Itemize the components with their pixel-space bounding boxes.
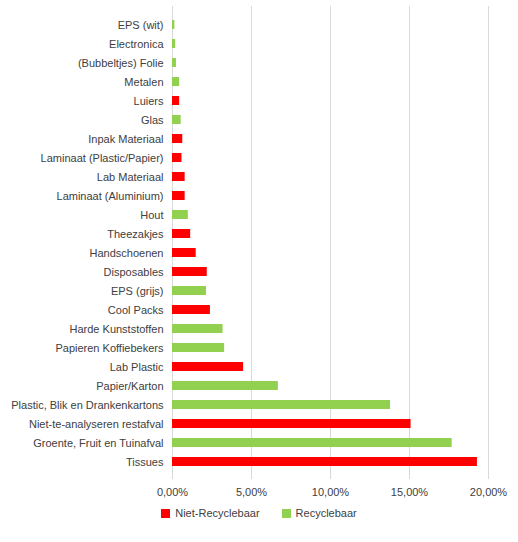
svg-text:0,00%: 0,00% — [157, 486, 188, 498]
svg-text:(Bubbeltjes) Folie: (Bubbeltjes) Folie — [78, 57, 164, 69]
svg-text:Niet-te-analyseren restafval: Niet-te-analyseren restafval — [29, 418, 164, 430]
html-text:Recyclebaar: Recyclebaar — [295, 507, 357, 519]
svg-text:Electronica: Electronica — [109, 38, 164, 50]
svg-text:Metalen: Metalen — [124, 76, 163, 88]
svg-text:Lab Plastic: Lab Plastic — [110, 361, 164, 373]
svg-text:Papieren Koffiebekers: Papieren Koffiebekers — [55, 342, 164, 354]
svg-text:EPS (grijs): EPS (grijs) — [111, 285, 164, 297]
svg-text:Laminaat (Plastic/Papier): Laminaat (Plastic/Papier) — [41, 152, 164, 164]
svg-text:Lab Materiaal: Lab Materiaal — [97, 171, 164, 183]
svg-text:Papier/Karton: Papier/Karton — [96, 380, 163, 392]
svg-text:Groente, Fruit en Tuinafval: Groente, Fruit en Tuinafval — [33, 437, 163, 449]
svg-text:Cool Packs: Cool Packs — [108, 304, 164, 316]
svg-text:5,00%: 5,00% — [236, 486, 267, 498]
svg-text:Disposables: Disposables — [104, 266, 164, 278]
svg-text:EPS (wit): EPS (wit) — [118, 19, 164, 31]
svg-text:Glas: Glas — [141, 114, 164, 126]
svg-text:15,00%: 15,00% — [391, 486, 429, 498]
svg-text:10,00%: 10,00% — [312, 486, 350, 498]
svg-text:Luiers: Luiers — [134, 95, 164, 107]
svg-text:Plastic, Blik en Drankenkarton: Plastic, Blik en Drankenkartons — [11, 399, 164, 411]
svg-text:Harde Kunststoffen: Harde Kunststoffen — [70, 323, 164, 335]
html-text:Niet-Recyclebaar: Niet-Recyclebaar — [175, 507, 260, 519]
svg-text:Laminaat (Aluminium): Laminaat (Aluminium) — [57, 190, 164, 202]
svg-text:Theezakjes: Theezakjes — [107, 228, 164, 240]
svg-text:Tissues: Tissues — [126, 456, 164, 468]
svg-text:20,00%: 20,00% — [470, 486, 508, 498]
svg-text:Inpak Materiaal: Inpak Materiaal — [88, 133, 163, 145]
svg-text:Handschoenen: Handschoenen — [89, 247, 163, 259]
svg-text:Hout: Hout — [140, 209, 163, 221]
